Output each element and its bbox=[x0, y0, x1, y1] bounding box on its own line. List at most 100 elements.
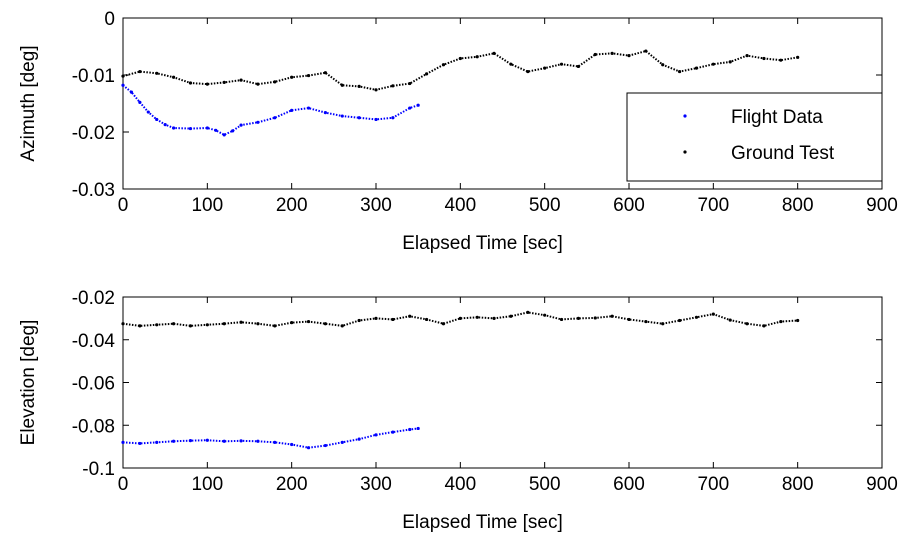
data-point bbox=[627, 317, 631, 322]
data-point bbox=[172, 322, 176, 326]
data-point bbox=[205, 126, 209, 130]
data-point bbox=[239, 320, 243, 324]
data-point bbox=[559, 317, 564, 322]
y-tick-label: -0.03 bbox=[72, 180, 115, 201]
y-tick-label: 0 bbox=[104, 9, 115, 30]
data-point bbox=[728, 60, 732, 64]
data-point bbox=[214, 128, 218, 132]
data-point bbox=[172, 126, 176, 130]
data-point bbox=[138, 441, 142, 446]
data-point bbox=[408, 427, 412, 432]
y-axis-label: Elevation [deg] bbox=[18, 320, 39, 446]
data-point bbox=[745, 54, 749, 58]
y-axis-label: Azimuth [deg] bbox=[18, 45, 39, 161]
data-point bbox=[231, 129, 235, 133]
data-point bbox=[222, 439, 226, 443]
data-point bbox=[188, 324, 193, 328]
data-point bbox=[340, 114, 344, 118]
data-point bbox=[526, 69, 530, 74]
data-point bbox=[779, 58, 783, 62]
data-point bbox=[576, 316, 581, 320]
data-point bbox=[155, 117, 159, 122]
x-tick-label: 900 bbox=[866, 195, 898, 216]
data-point bbox=[526, 310, 530, 314]
data-point bbox=[340, 83, 344, 87]
data-point bbox=[627, 54, 631, 58]
data-point bbox=[644, 319, 648, 324]
data-point bbox=[256, 322, 260, 326]
plot-area bbox=[122, 296, 883, 469]
data-point bbox=[290, 108, 294, 112]
data-point bbox=[138, 69, 142, 74]
data-point bbox=[374, 88, 378, 92]
data-point bbox=[425, 317, 429, 322]
data-point bbox=[593, 316, 597, 320]
legend-label: Ground Test bbox=[731, 143, 835, 164]
data-point bbox=[374, 433, 378, 437]
data-point bbox=[155, 323, 159, 327]
data-point bbox=[256, 82, 260, 86]
data-point bbox=[441, 63, 446, 67]
series-line bbox=[122, 84, 419, 136]
data-point bbox=[357, 84, 361, 88]
data-point bbox=[222, 322, 226, 326]
data-point bbox=[188, 439, 193, 443]
x-tick-label: 0 bbox=[118, 195, 129, 216]
data-point bbox=[323, 71, 327, 75]
data-point bbox=[306, 73, 311, 78]
data-point bbox=[543, 313, 547, 317]
data-point bbox=[509, 62, 513, 66]
data-point bbox=[306, 446, 311, 450]
data-point bbox=[340, 324, 344, 328]
data-point bbox=[492, 51, 496, 55]
data-point bbox=[391, 317, 395, 322]
data-point bbox=[391, 430, 395, 434]
data-point bbox=[678, 69, 682, 74]
data-point bbox=[416, 103, 420, 107]
data-point bbox=[678, 318, 682, 323]
data-point bbox=[290, 442, 294, 447]
data-point bbox=[239, 78, 243, 82]
data-point bbox=[121, 83, 125, 87]
data-point bbox=[543, 66, 547, 70]
data-point bbox=[239, 439, 243, 443]
data-point bbox=[610, 314, 614, 318]
data-point bbox=[188, 81, 193, 85]
data-point bbox=[146, 110, 150, 114]
data-point bbox=[357, 437, 361, 441]
data-point bbox=[290, 75, 294, 79]
data-point bbox=[391, 84, 395, 88]
data-point bbox=[492, 316, 496, 320]
y-tick-label: -0.08 bbox=[72, 416, 115, 437]
data-point bbox=[306, 106, 311, 110]
series-0 bbox=[121, 83, 420, 137]
data-point bbox=[163, 122, 167, 127]
x-tick-label: 400 bbox=[444, 195, 476, 216]
data-point bbox=[239, 123, 243, 127]
data-point bbox=[509, 314, 513, 318]
data-point bbox=[408, 314, 412, 318]
data-point bbox=[762, 324, 766, 328]
legend-label: Flight Data bbox=[731, 107, 823, 128]
data-point bbox=[273, 116, 277, 120]
x-tick-label: 200 bbox=[276, 195, 308, 216]
data-point bbox=[273, 80, 277, 84]
x-axis-label: Elapsed Time [sec] bbox=[402, 233, 563, 254]
y-tick-label: -0.04 bbox=[72, 331, 116, 352]
data-point bbox=[155, 440, 159, 444]
legend-marker bbox=[683, 114, 687, 118]
x-tick-label: 100 bbox=[191, 195, 223, 216]
x-tick-label: 600 bbox=[613, 195, 645, 216]
x-tick-label: 700 bbox=[697, 195, 729, 216]
data-point bbox=[661, 63, 665, 67]
data-point bbox=[357, 318, 361, 323]
data-point bbox=[273, 324, 277, 328]
data-point bbox=[340, 440, 344, 444]
data-point bbox=[644, 49, 648, 53]
data-point bbox=[374, 117, 378, 122]
data-point bbox=[593, 52, 597, 57]
data-point bbox=[323, 443, 327, 448]
data-point bbox=[357, 116, 361, 120]
data-point bbox=[711, 62, 715, 66]
legend-marker bbox=[683, 150, 687, 154]
